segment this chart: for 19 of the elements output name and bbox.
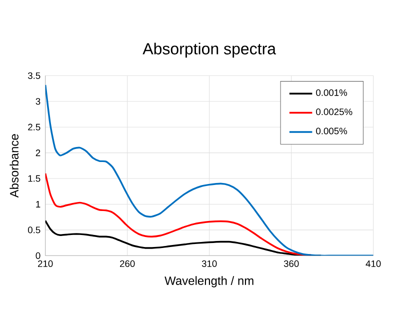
x-axis-title: Wavelength / nm <box>164 276 254 288</box>
x-tick-label: 260 <box>120 260 135 267</box>
y-tick-label: 1.5 <box>28 175 40 182</box>
x-tick-label: 310 <box>202 260 217 267</box>
y-axis-title: Absorbance <box>10 134 18 198</box>
legend-label: 0.001% <box>316 89 348 96</box>
y-tick-label: 1 <box>36 201 40 208</box>
y-tick-label: 3.5 <box>28 72 40 79</box>
y-tick-label: 0 <box>36 252 40 259</box>
x-tick-label: 210 <box>38 260 53 267</box>
y-tick-label: 2 <box>36 150 40 156</box>
x-tick-label: 360 <box>284 260 299 267</box>
y-tick-label: 2.5 <box>28 124 40 130</box>
x-tick-label: 410 <box>366 260 381 267</box>
chart-title: Absorption spectra <box>142 42 276 58</box>
y-tick-label: 0.5 <box>28 226 40 234</box>
legend-label: 0.005% <box>316 128 348 134</box>
legend-label: 0.0025% <box>316 108 352 116</box>
y-tick-label: 3 <box>36 98 40 105</box>
